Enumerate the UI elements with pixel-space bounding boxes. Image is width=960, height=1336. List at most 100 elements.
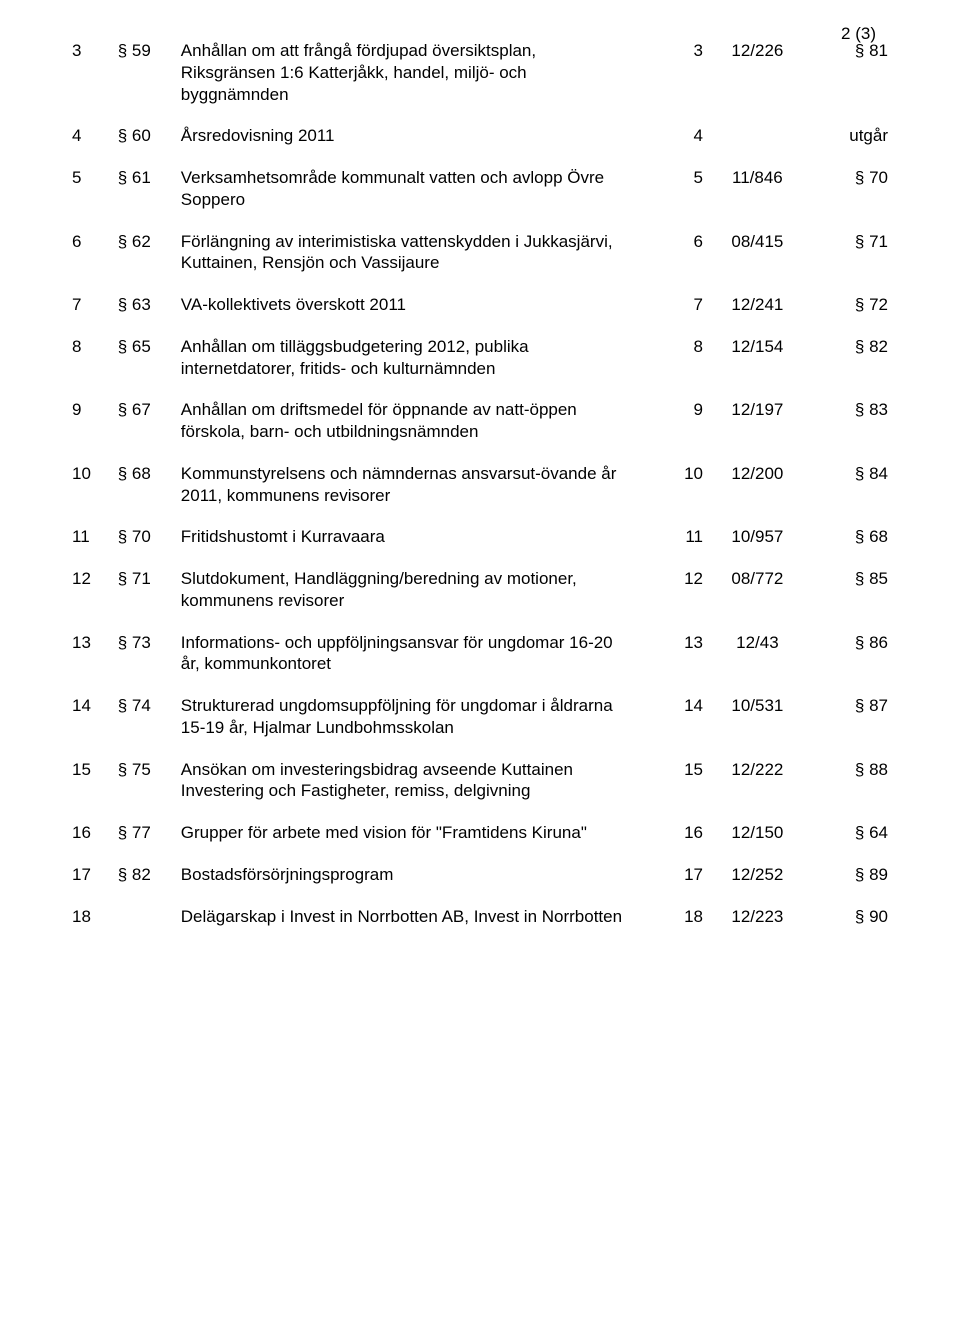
table-row: 4§ 60Årsredovisning 20114utgår [72,125,888,167]
col-four: 3 [649,40,703,125]
paragraph-ref: § 65 [118,336,181,400]
ref-paragraph: § 82 [812,336,888,400]
diary-number: 12/197 [703,399,812,463]
ref-paragraph: § 90 [812,906,888,948]
ref-paragraph: § 85 [812,568,888,632]
item-description: Årsredovisning 2011 [181,125,649,167]
table-row: 16§ 77Grupper för arbete med vision för … [72,822,888,864]
diary-number [703,125,812,167]
col-four: 13 [649,632,703,696]
table-row: 11§ 70Fritidshustomt i Kurravaara1110/95… [72,526,888,568]
paragraph-ref: § 60 [118,125,181,167]
ref-paragraph: § 84 [812,463,888,527]
col-four: 16 [649,822,703,864]
table-row: 6§ 62Förlängning av interimistiska vatte… [72,231,888,295]
table-row: 17§ 82Bostadsförsörjningsprogram1712/252… [72,864,888,906]
col-four: 10 [649,463,703,527]
diary-number: 12/241 [703,294,812,336]
ref-paragraph: § 70 [812,167,888,231]
row-index: 11 [72,526,118,568]
table-row: 12§ 71Slutdokument, Handläggning/beredni… [72,568,888,632]
diary-number: 10/531 [703,695,812,759]
ref-paragraph: § 89 [812,864,888,906]
diary-number: 12/222 [703,759,812,823]
table-row: 10 § 68Kommunstyrelsens och nämndernas an… [72,463,888,527]
col-four: 12 [649,568,703,632]
ref-paragraph: § 83 [812,399,888,463]
item-description: Förlängning av interimistiska vattenskyd… [181,231,649,295]
paragraph-ref: § 75 [118,759,181,823]
col-four: 17 [649,864,703,906]
col-four: 7 [649,294,703,336]
row-index: 14 [72,695,118,759]
row-index: 12 [72,568,118,632]
item-description: Bostadsförsörjningsprogram [181,864,649,906]
ref-paragraph: § 81 [812,40,888,125]
diary-number: 10/957 [703,526,812,568]
row-index: 18 [72,906,118,948]
item-description: VA-kollektivets överskott 2011 [181,294,649,336]
col-four: 4 [649,125,703,167]
col-four: 6 [649,231,703,295]
item-description: Informations- och uppföljningsansvar för… [181,632,649,696]
row-index: 17 [72,864,118,906]
paragraph-ref: § 77 [118,822,181,864]
paragraph-ref: § 82 [118,864,181,906]
item-description: Delägarskap i Invest in Norrbotten AB, I… [181,906,649,948]
ref-paragraph: § 86 [812,632,888,696]
col-four: 18 [649,906,703,948]
row-index: 3 [72,40,118,125]
ref-paragraph: § 64 [812,822,888,864]
paragraph-ref: § 59 [118,40,181,125]
paragraph-ref: § 61 [118,167,181,231]
item-description: Slutdokument, Handläggning/beredning av … [181,568,649,632]
col-four: 8 [649,336,703,400]
table-row: 8 § 65Anhållan om tilläggsbudgetering 201… [72,336,888,400]
paragraph-ref: § 62 [118,231,181,295]
row-index: 15 [72,759,118,823]
diary-number: 08/415 [703,231,812,295]
paragraph-ref: § 74 [118,695,181,759]
diary-number: 08/772 [703,568,812,632]
col-four: 15 [649,759,703,823]
diary-number: 12/43 [703,632,812,696]
diary-number: 12/223 [703,906,812,948]
col-four: 5 [649,167,703,231]
row-index: 9 [72,399,118,463]
diary-number: 12/200 [703,463,812,527]
ref-paragraph: § 72 [812,294,888,336]
item-description: Kommunstyrelsens och nämndernas ansvarsu… [181,463,649,527]
row-index: 13 [72,632,118,696]
paragraph-ref: § 71 [118,568,181,632]
ref-paragraph: § 71 [812,231,888,295]
item-description: Verksamhetsområde kommunalt vatten och a… [181,167,649,231]
ref-paragraph: § 88 [812,759,888,823]
table-row: 3§ 59Anhållan om att frångå fördjupad öv… [72,40,888,125]
paragraph-ref [118,906,181,948]
row-index: 6 [72,231,118,295]
page-indicator: 2 (3) [841,24,876,44]
table-row: 18Delägarskap i Invest in Norrbotten AB,… [72,906,888,948]
ref-paragraph: utgår [812,125,888,167]
agenda-table: 3§ 59Anhållan om att frångå fördjupad öv… [72,40,888,947]
col-four: 11 [649,526,703,568]
ref-paragraph: § 87 [812,695,888,759]
table-row: 15§ 75Ansökan om investeringsbidrag avse… [72,759,888,823]
table-row: 13§ 73Informations- och uppföljningsansv… [72,632,888,696]
diary-number: 12/150 [703,822,812,864]
item-description: Anhållan om att frångå fördjupad översik… [181,40,649,125]
ref-paragraph: § 68 [812,526,888,568]
row-index: 7 [72,294,118,336]
table-row: 5 § 61Verksamhetsområde kommunalt vatten … [72,167,888,231]
paragraph-ref: § 70 [118,526,181,568]
item-description: Strukturerad ungdomsuppföljning för ungd… [181,695,649,759]
col-four: 9 [649,399,703,463]
col-four: 14 [649,695,703,759]
table-row: 7§ 63VA-kollektivets överskott 2011712/2… [72,294,888,336]
row-index: 4 [72,125,118,167]
item-description: Anhållan om driftsmedel för öppnande av … [181,399,649,463]
item-description: Ansökan om investeringsbidrag avseende K… [181,759,649,823]
document-page: 2 (3) 3§ 59Anhållan om att frångå fördju… [0,0,960,1336]
paragraph-ref: § 68 [118,463,181,527]
item-description: Anhållan om tilläggsbudgetering 2012, pu… [181,336,649,400]
